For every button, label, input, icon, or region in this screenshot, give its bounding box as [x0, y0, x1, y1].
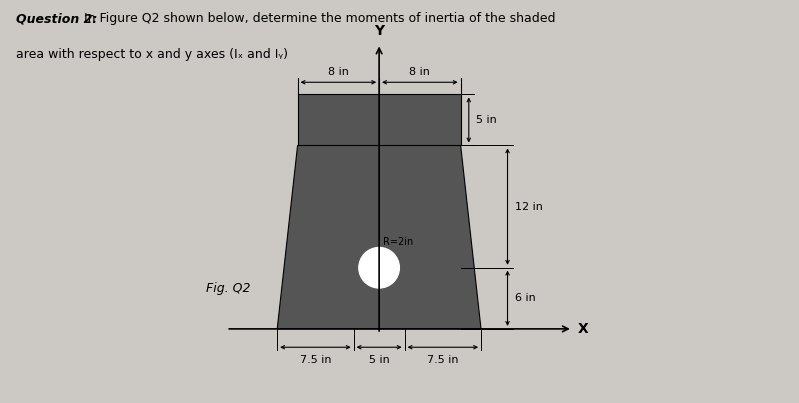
Text: 7.5 in: 7.5 in — [300, 355, 331, 366]
Text: Fig. Q2: Fig. Q2 — [206, 282, 250, 295]
Text: 5 in: 5 in — [369, 355, 389, 366]
Polygon shape — [277, 145, 481, 329]
Text: 8 in: 8 in — [409, 67, 431, 77]
Text: 6 in: 6 in — [515, 293, 535, 303]
Bar — [297, 94, 461, 145]
Text: X: X — [578, 322, 589, 336]
Text: In Figure Q2 shown below, determine the moments of inertia of the shaded: In Figure Q2 shown below, determine the … — [80, 12, 555, 25]
Text: 12 in: 12 in — [515, 202, 543, 212]
Text: Y: Y — [374, 25, 384, 38]
Text: 5 in: 5 in — [476, 115, 497, 125]
Circle shape — [359, 247, 400, 288]
Text: R=2in: R=2in — [384, 237, 413, 247]
Text: area with respect to x and y axes (Iₓ and Iᵧ): area with respect to x and y axes (Iₓ an… — [16, 48, 288, 61]
Text: 7.5 in: 7.5 in — [427, 355, 459, 366]
Text: Question 2:: Question 2: — [16, 12, 97, 25]
Text: 8 in: 8 in — [328, 67, 349, 77]
